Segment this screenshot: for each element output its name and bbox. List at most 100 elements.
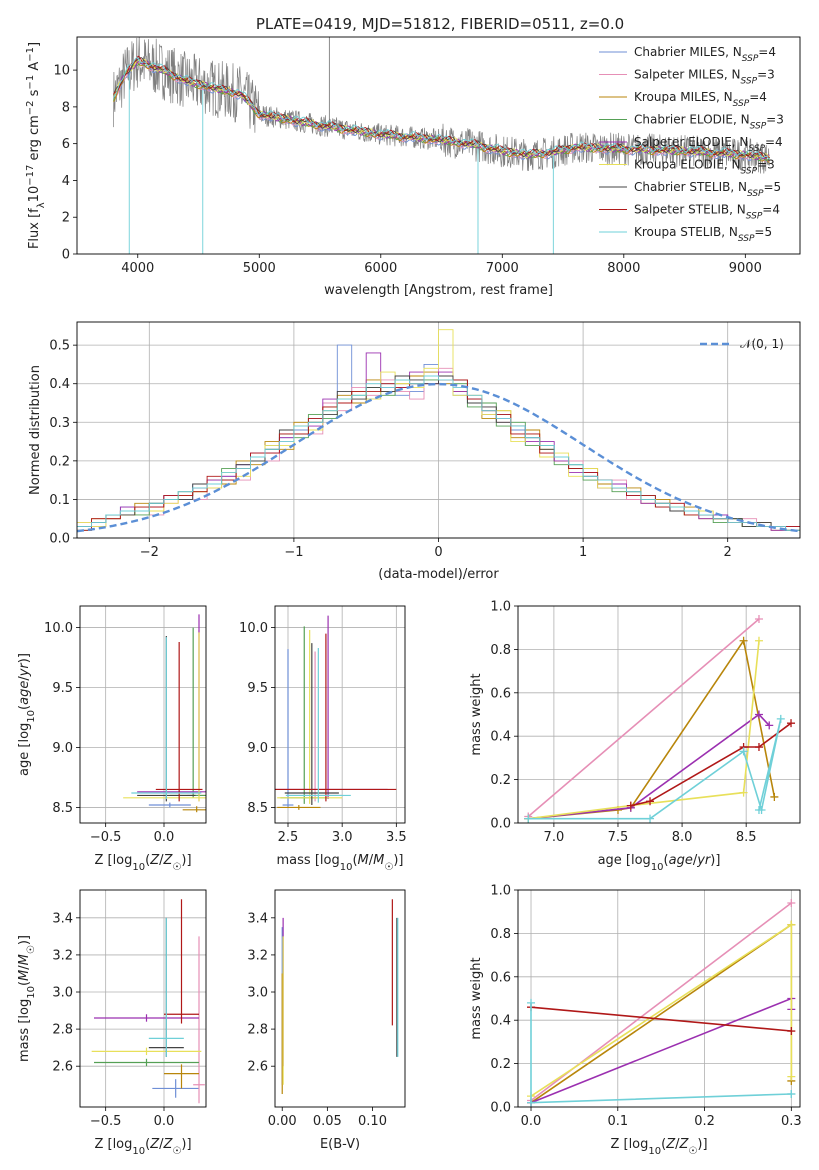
x-tick-label: 7.5 [608,830,629,845]
axes-frame [76,36,801,255]
mass-weight-age-panel-plot-area [524,615,796,823]
mass-weight-Z-panel-plot-area [527,899,796,1107]
weight-marker [787,899,796,908]
legend-label: Kroupa ELODIE, NSSP=3 [634,158,775,177]
gaussian-curve [77,382,800,533]
y-tick-label: 3.4 [247,911,268,926]
y-tick-label: 9.5 [247,681,268,696]
legend-label: Kroupa STELIB, NSSP=5 [634,225,772,244]
weight-marker [787,719,796,728]
weight-marker [527,998,536,1007]
spectrum-plot-area [113,37,770,254]
x-tick-label: 0.05 [313,1114,342,1129]
y-tick-label: 3.0 [247,986,268,1001]
x-tick-label: 1 [579,545,587,560]
mass-weight-Z-panel: 0.0 0.1 0.2 0.3 0.0 0.2 0.4 0.6 0.8 1.0 Z [log10(Z… [469,884,802,1157]
axes-frame [274,889,406,1108]
y-tick-label: 3.4 [52,911,73,926]
mass-vs-EBV-xlabel: E(B-V) [320,1137,360,1152]
y-tick-label: 0.1 [49,493,70,508]
x-tick-label: 5000 [243,261,276,276]
panels: 4000 5000 6000 7000 8000 90000246810Chabrier … [17,36,802,1157]
legend-label: Chabrier ELODIE, NSSP=3 [634,113,784,132]
observed-spectrum [113,37,770,174]
y-tick-label: 8.5 [247,801,268,816]
weight-marker [770,792,779,801]
weight-marker [787,1072,796,1081]
weight-series-7 [530,1006,792,1032]
y-tick-label: 2 [62,211,70,226]
y-tick-label: 10.0 [44,621,73,636]
gaussian-legend-label: 𝒩(0, 1) [740,337,784,351]
axes-frame [76,321,801,539]
mass-vs-EBV-panel-plot-area [281,899,399,1095]
axes-frame [274,605,406,824]
x-tick-label: 3.0 [332,830,353,845]
spectrum-ylabel: Flux [fλ10−17 erg cm−2 s−1 A−1] [25,42,47,249]
residual-ylabel: Normed distribution [28,365,43,495]
x-tick-label: 8.0 [672,830,693,845]
y-tick-label: 0.5 [49,339,70,354]
y-tick-label: 0.6 [490,970,511,985]
mass-weight-Z-panel-ylabel: mass weight [469,957,484,1039]
x-tick-label: 8000 [607,261,640,276]
age-vs-mass-panel-xlabel: mass [log10(M/M☉)] [277,853,404,873]
y-tick-label: 3.0 [52,986,73,1001]
x-tick-label: 6000 [364,261,397,276]
y-tick-label: 0 [62,248,70,263]
y-tick-label: 9.0 [52,741,73,756]
age-vs-Z-panel-ylabel: age [log10(age/yr)] [17,653,37,776]
legend-label: Kroupa MILES, NSSP=4 [634,90,767,109]
axes-frame [517,605,801,824]
y-tick-label: 2.6 [247,1060,268,1075]
y-tick-label: 0.4 [490,730,511,745]
x-tick-label: 3.5 [386,830,407,845]
y-tick-label: 0.0 [49,532,70,547]
histogram-series-8 [77,375,800,531]
legend-label: Salpeter STELIB, NSSP=4 [634,203,780,222]
age-vs-Z-panel-xlabel: Z [log10(Z/Z☉)] [94,853,191,873]
x-tick-label: 0.0 [521,1114,542,1129]
x-tick-label: −2 [140,545,159,560]
x-tick-label: −0.5 [90,830,122,845]
y-tick-label: 3.2 [52,948,73,963]
figure-title: PLATE=0419, MJD=51812, FIBERID=0511, z=0… [256,15,624,33]
weight-marker [787,1089,796,1098]
y-tick-label: 2.8 [52,1023,73,1038]
x-tick-label: 0.1 [607,1114,628,1129]
y-tick-label: 0.2 [490,773,511,788]
mass-weight-age-panel-ylabel: mass weight [469,673,484,755]
residual-xlabel: (data-model)/error [378,567,499,582]
spectrum-legend: Chabrier MILES, NSSP=4 Salpeter MILES, NS… [599,45,784,244]
y-tick-label: 0.8 [490,927,511,942]
age-vs-Z-panel: −0.5 0.0 8.5 9.0 9.5 10.0 Z [log10(Z/Z☉)] age [… [17,605,207,873]
x-tick-label: 0.00 [268,1114,297,1129]
weight-marker [776,714,785,723]
y-tick-label: 0.8 [490,643,511,658]
weight-series-5 [528,640,760,820]
mass-vs-EBV-panel: 0.00 0.05 0.10 2.6 2.8 3.0 3.2 3.4 [247,889,406,1129]
y-tick-label: 3.2 [247,948,268,963]
x-tick-label: 9000 [729,261,762,276]
weight-marker [754,636,763,645]
y-tick-label: 1.0 [490,884,511,899]
age-vs-mass-panel: 2.5 3.0 3.5 8.5 9.0 9.5 10.0 mass [log10(M/M☉)] [239,605,407,873]
spectrum-xlabel: wavelength [Angstrom, rest frame] [324,283,553,298]
mass-vs-Z-panel: −0.5 0.0 2.6 2.8 3.0 3.2 3.4 Z [log10(Z/Z☉)] mas… [17,889,207,1157]
y-tick-label: 2.6 [52,1060,73,1075]
y-tick-label: 0.2 [490,1057,511,1072]
x-tick-label: 4000 [121,261,154,276]
weight-series-4 [528,713,770,820]
y-tick-label: 10.0 [239,621,268,636]
weight-series-7 [630,722,792,807]
model-spectrum-8 [113,57,770,160]
y-tick-label: 0.4 [49,377,70,392]
y-tick-label: 10 [53,64,70,79]
legend-label: Chabrier STELIB, NSSP=5 [634,180,781,199]
weight-marker [754,805,763,814]
x-tick-label: 0.2 [694,1114,715,1129]
weight-series-8 [528,718,782,820]
y-tick-label: 8 [62,100,70,115]
weight-marker [787,920,796,929]
